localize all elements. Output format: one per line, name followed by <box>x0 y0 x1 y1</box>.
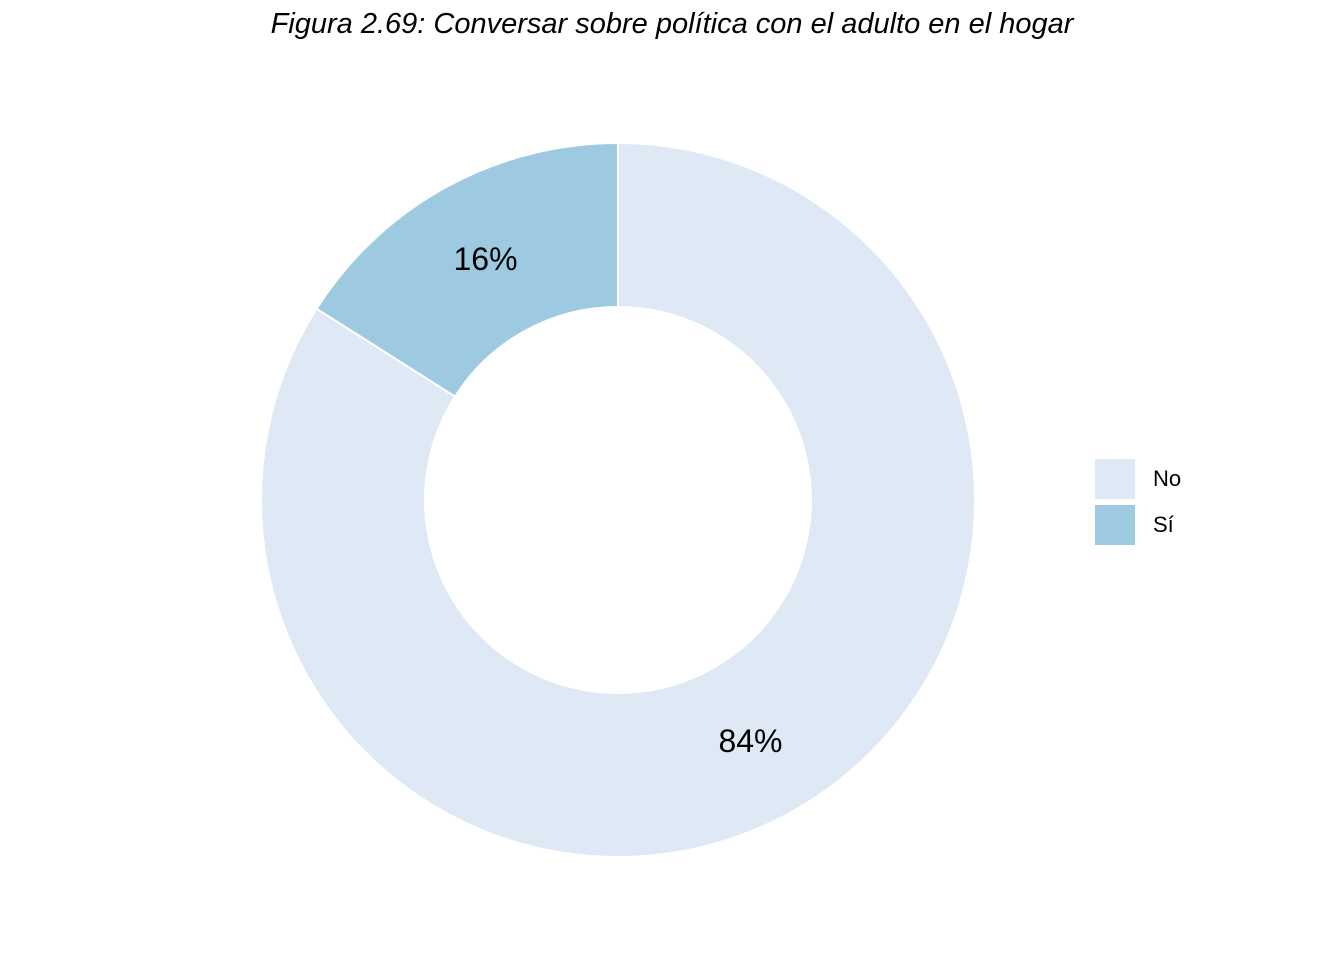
slice-label-si: 16% <box>453 241 517 277</box>
slice-labels: 84% 16% <box>453 241 782 759</box>
donut-slices <box>260 141 976 858</box>
legend-item-si: Sí <box>1095 504 1181 546</box>
legend-item-no: No <box>1095 458 1181 500</box>
slice-label-no: 84% <box>718 723 782 759</box>
legend-key-no <box>1095 459 1135 499</box>
slice-no <box>260 141 976 858</box>
slice-si <box>315 141 619 398</box>
legend-label-no: No <box>1153 466 1182 491</box>
chart-title: Figura 2.69: Conversar sobre política co… <box>270 8 1074 40</box>
legend: No Sí <box>1095 458 1181 550</box>
legend-label-si: Sí <box>1153 512 1174 537</box>
legend-key-si <box>1095 505 1135 545</box>
